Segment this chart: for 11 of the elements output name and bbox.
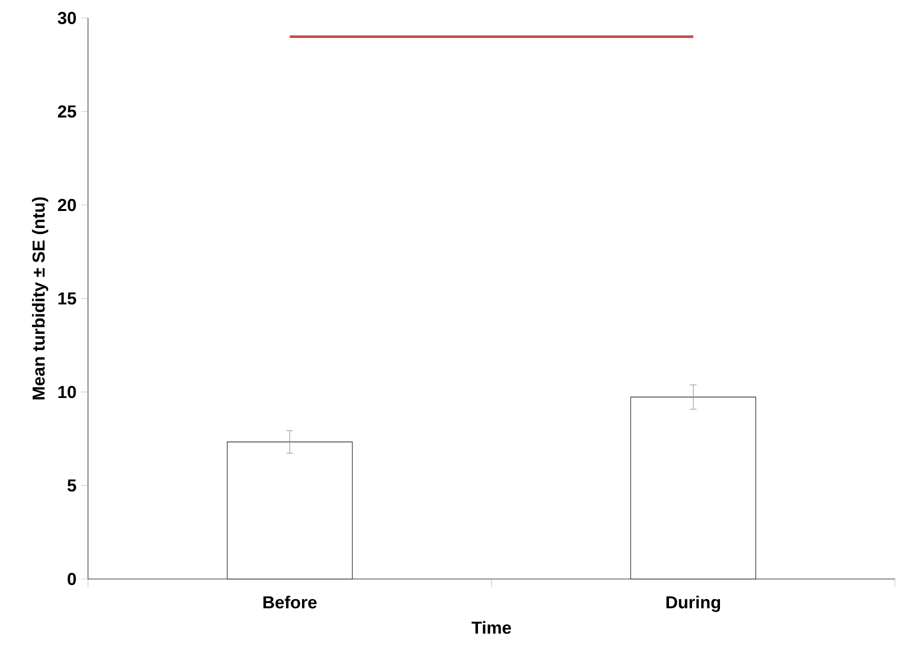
y-tick-label: 10 [58,386,76,398]
x-axis-title: Time [472,621,511,634]
y-tick-label: 20 [58,198,76,212]
y-tick-label: 5 [68,479,76,492]
x-tick-label: Before [263,596,317,608]
y-tick-label: 30 [58,12,76,24]
y-tick-label: 0 [68,572,76,586]
x-tick-label: During [666,596,720,612]
y-tick-label: 25 [58,105,76,118]
y-tick-label: 15 [58,292,76,305]
y-axis-title: Mean turbidity ± SE (ntu) [32,197,48,400]
